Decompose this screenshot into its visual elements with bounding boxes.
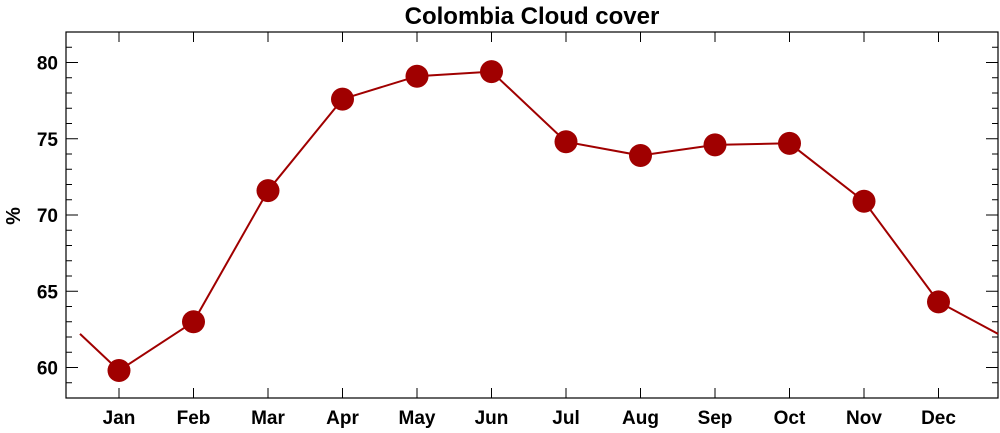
x-tick-label: Dec — [921, 408, 956, 429]
data-point-feb — [182, 310, 205, 334]
data-point-nov — [852, 189, 876, 213]
x-tick-label: Aug — [622, 408, 659, 429]
data-point-apr — [331, 87, 354, 111]
y-tick-label: 65 — [37, 282, 59, 303]
data-point-jan — [107, 359, 131, 383]
data-point-mar — [256, 179, 280, 203]
data-point-oct — [778, 131, 801, 155]
x-tick-label: Nov — [846, 408, 882, 429]
x-tick-label: Apr — [326, 408, 359, 429]
x-tick-label: Oct — [774, 408, 806, 429]
series-line — [79, 70, 999, 372]
x-tick-label: Mar — [251, 408, 285, 429]
y-tick-label: 70 — [37, 206, 58, 227]
data-point-jun — [480, 60, 503, 84]
x-tick-label: May — [399, 408, 436, 429]
y-tick-label: 60 — [37, 359, 58, 380]
data-point-dec — [927, 290, 950, 314]
chart-title: Colombia Cloud cover — [405, 3, 660, 30]
x-tick-label: Feb — [177, 408, 211, 429]
data-point-aug — [629, 144, 652, 168]
y-tick-label: 75 — [37, 130, 59, 151]
x-tick-label: Jan — [103, 408, 136, 429]
y-axis-label: % — [3, 207, 25, 225]
x-tick-label: Sep — [698, 408, 733, 429]
data-point-may — [405, 64, 429, 88]
x-tick-label: Jun — [475, 408, 509, 429]
plot-frame — [65, 31, 999, 399]
y-tick-label: 80 — [37, 54, 58, 75]
data-point-jul — [554, 130, 578, 154]
data-point-sep — [703, 133, 727, 157]
x-tick-label: Jul — [552, 408, 579, 429]
